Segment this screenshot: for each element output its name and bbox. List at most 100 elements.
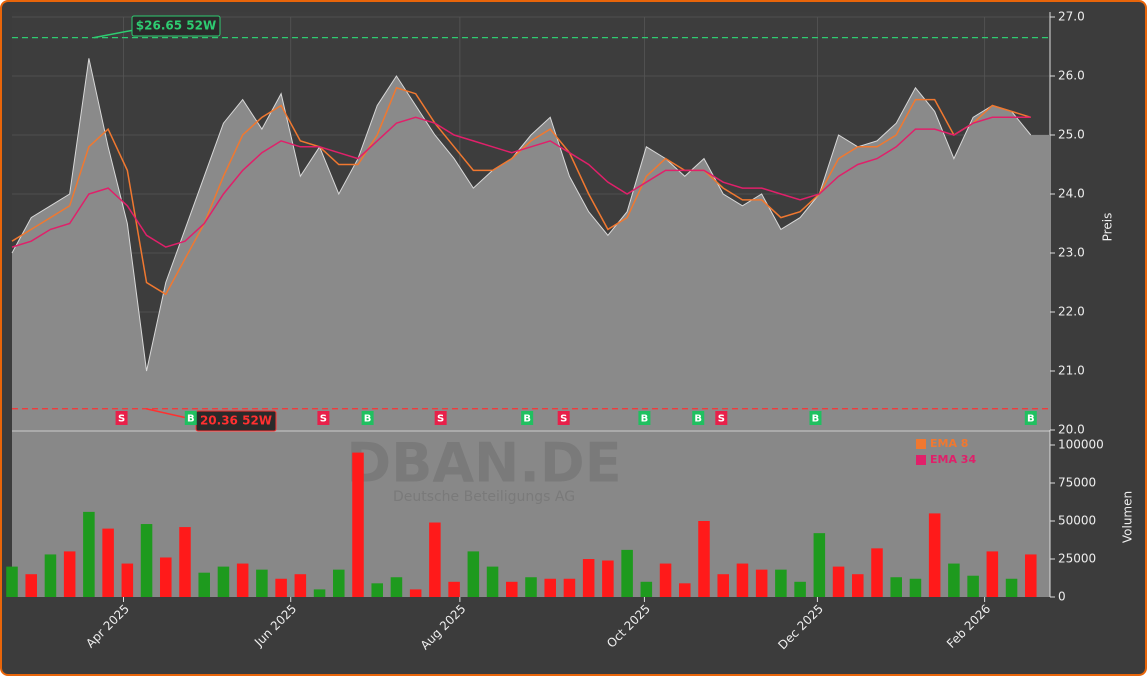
y-tick-label: 22.0	[1058, 305, 1085, 319]
signal-label: S	[118, 414, 125, 425]
volume-bar	[582, 559, 595, 597]
y-tick-label: 24.0	[1058, 187, 1085, 201]
signal-marker	[557, 411, 570, 425]
watermark-ticker: DBAN.DE	[346, 432, 621, 495]
volume-bar	[294, 574, 307, 597]
y-tick-label: 23.0	[1058, 246, 1085, 260]
y2-tick-label: 50000	[1058, 514, 1096, 528]
high-label: $26.65 52W	[136, 19, 216, 33]
volume-bar	[448, 581, 460, 597]
volume-bar	[563, 578, 576, 597]
signal-marker	[521, 411, 534, 425]
signal-marker	[692, 411, 705, 425]
volume-bar	[871, 548, 883, 597]
y2-tick-label: 25000	[1058, 552, 1096, 566]
legend-label: EMA 8	[930, 437, 968, 450]
x-tick-label: Aug 2025	[418, 602, 469, 653]
y2-tick-label: 100000	[1058, 438, 1104, 452]
y-tick-label: 21.0	[1058, 364, 1085, 378]
volume-bar	[63, 551, 76, 597]
x-tick-label: Oct 2025	[604, 602, 653, 651]
volume-bar	[813, 533, 826, 597]
volume-bar	[409, 589, 422, 597]
volume-bar	[1005, 578, 1018, 597]
signal-label: S	[320, 414, 327, 425]
volume-bar	[832, 566, 845, 597]
signal-label: S	[718, 414, 725, 425]
y-tick-label: 26.0	[1058, 69, 1085, 83]
volume-bar	[736, 563, 749, 597]
signal-label: B	[1027, 414, 1035, 425]
volume-bar	[506, 581, 518, 597]
signal-label: S	[560, 414, 567, 425]
volume-bar	[659, 563, 672, 597]
volume-bar	[717, 574, 729, 597]
y2-tick-label: 0	[1058, 590, 1066, 604]
price-area	[12, 58, 1050, 431]
volume-bar	[621, 549, 633, 597]
volume-bar	[755, 569, 768, 597]
x-tick-label: Feb 2026	[944, 602, 993, 651]
legend-swatch	[916, 455, 926, 465]
low-label: 20.36 52W	[200, 414, 272, 428]
y-tick-label: 27.0	[1058, 10, 1085, 24]
volume-bar	[275, 578, 287, 597]
y-tick-label: 20.0	[1058, 423, 1085, 437]
volume-bar	[525, 577, 537, 597]
volume-bar	[352, 452, 364, 597]
signal-marker	[638, 411, 651, 425]
y2-axis-label: Volumen	[1121, 491, 1135, 543]
volume-bar	[236, 563, 249, 597]
volume-bar	[371, 583, 383, 597]
signal-label: B	[641, 414, 649, 425]
volume-bar	[102, 528, 114, 597]
high-arrow	[93, 29, 135, 39]
volume-bar	[390, 577, 403, 597]
volume-bar	[679, 583, 691, 597]
volume-bar	[640, 581, 653, 597]
signal-label: B	[187, 414, 195, 425]
x-tick-label: Apr 2025	[83, 602, 132, 651]
volume-bar	[256, 569, 268, 597]
volume-bar	[909, 578, 922, 597]
y-axis-label: Preis	[1101, 213, 1115, 242]
x-tick-label: Dec 2025	[775, 602, 826, 653]
price-line	[11, 58, 1032, 372]
signal-marker	[1024, 411, 1037, 425]
signal-label: B	[694, 414, 702, 425]
volume-bar	[698, 521, 710, 597]
volume-bar	[198, 572, 210, 597]
signal-marker	[434, 411, 447, 425]
volume-bar	[544, 578, 556, 597]
signal-label: S	[437, 414, 444, 425]
signal-marker	[184, 411, 197, 425]
volume-bar	[313, 589, 326, 597]
volume-bar	[44, 554, 57, 597]
signal-label: B	[364, 414, 372, 425]
volume-bar	[602, 560, 614, 597]
signal-marker	[115, 411, 128, 425]
volume-bar	[928, 513, 941, 597]
volume-bar	[429, 522, 441, 597]
signal-marker	[715, 411, 728, 425]
volume-bar	[179, 527, 191, 597]
volume-bar	[794, 581, 806, 597]
watermark-company: Deutsche Beteiligungs AG	[393, 489, 575, 505]
volume-bar	[140, 524, 153, 597]
volume-bar	[25, 574, 37, 597]
signal-label: B	[523, 414, 531, 425]
signal-marker	[317, 411, 330, 425]
signal-marker	[361, 411, 374, 425]
volume-bar	[121, 563, 134, 597]
volume-bar	[333, 569, 345, 597]
volume-bar	[6, 566, 18, 597]
volume-bar	[852, 574, 864, 597]
x-tick-label: Jun 2025	[251, 602, 299, 650]
ema34-line	[11, 116, 1031, 248]
volume-bar	[967, 575, 979, 597]
volume-bar	[890, 577, 902, 597]
y-tick-label: 25.0	[1058, 128, 1085, 142]
volume-bar	[160, 557, 172, 597]
